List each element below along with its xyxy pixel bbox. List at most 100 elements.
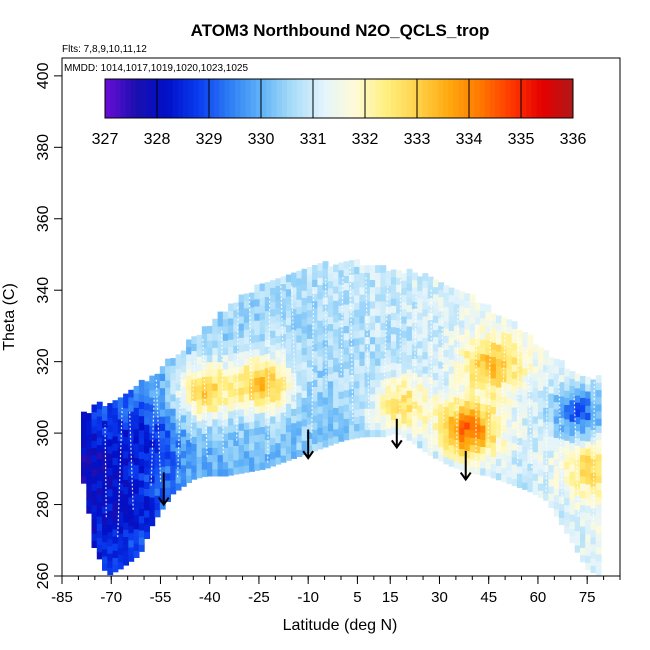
heatmap-cell: [506, 383, 513, 392]
heatmap-cell: [427, 412, 434, 421]
heatmap-cell: [438, 282, 445, 290]
heatmap-cell: [569, 535, 576, 544]
heatmap-cell: [369, 422, 376, 431]
heatmap-cell: [165, 444, 171, 452]
colorbar-swatch: [297, 79, 303, 118]
heatmap-cell: [144, 531, 150, 539]
heatmap-cell: [312, 407, 318, 416]
heatmap-cell: [464, 429, 471, 437]
heatmap-cell: [401, 387, 408, 396]
heatmap-cell: [133, 436, 140, 444]
heatmap-cell: [270, 444, 276, 453]
heatmap-cell: [343, 425, 350, 434]
colorbar-swatch: [162, 79, 168, 118]
heatmap-cell: [102, 441, 108, 450]
heatmap-cell: [564, 368, 571, 377]
flight-track-line: [413, 293, 417, 411]
heatmap-cell: [558, 446, 565, 454]
heatmap-cell: [159, 494, 166, 503]
heatmap-cell: [527, 484, 534, 493]
heatmap-cell: [254, 320, 261, 328]
heatmap-cell: [254, 427, 261, 436]
heatmap-cell: [490, 370, 497, 379]
heatmap-cell: [243, 315, 250, 323]
heatmap-cell: [459, 355, 466, 364]
heatmap-cell: [317, 377, 324, 386]
heatmap-cell: [144, 445, 150, 454]
heatmap-cell: [495, 344, 502, 352]
colorbar-swatch: [359, 79, 366, 118]
heatmap-cell: [149, 468, 156, 477]
heatmap-cell: [86, 463, 93, 471]
heatmap-cell: [511, 378, 518, 386]
heatmap-cell: [154, 402, 161, 411]
heatmap-cell: [128, 504, 135, 512]
heatmap-cell: [490, 356, 497, 365]
heatmap-cell: [243, 357, 250, 366]
heatmap-cell: [443, 335, 450, 343]
heatmap-cell: [170, 358, 177, 366]
heatmap-cell: [448, 387, 455, 396]
heatmap-cell: [301, 283, 308, 291]
heatmap-cell: [558, 367, 565, 376]
heatmap-cell: [322, 354, 329, 362]
heatmap-cell: [228, 346, 234, 355]
heatmap-cell: [112, 528, 119, 537]
heatmap-cell: [522, 467, 529, 476]
heatmap-cell: [138, 515, 145, 524]
heatmap-cell: [102, 541, 108, 550]
heatmap-cell: [338, 284, 345, 292]
heatmap-cell: [175, 390, 182, 398]
heatmap-cell: [343, 432, 350, 441]
heatmap-cell: [217, 340, 224, 348]
heatmap-cell: [201, 397, 208, 406]
heatmap-cell: [406, 304, 413, 313]
heatmap-cell: [417, 426, 424, 435]
heatmap-cell: [506, 419, 513, 427]
heatmap-cell: [548, 443, 555, 451]
heatmap-cell: [212, 404, 219, 413]
heatmap-cell: [469, 294, 476, 303]
heatmap-cell: [511, 356, 518, 365]
heatmap-cell: [159, 366, 166, 374]
heatmap-cell: [453, 411, 460, 419]
heatmap-cell: [217, 390, 224, 398]
heatmap-cell: [238, 423, 245, 431]
heatmap-cell: [81, 433, 87, 441]
heatmap-cell: [495, 444, 502, 452]
heatmap-cell: [343, 304, 350, 312]
colorbar-swatch: [318, 79, 324, 118]
heatmap-cell: [96, 494, 103, 503]
heatmap-cell: [385, 428, 392, 436]
flight-track-line: [349, 266, 354, 422]
heatmap-cell: [123, 393, 129, 402]
heatmap-cell: [180, 421, 187, 430]
heatmap-cell: [270, 344, 276, 353]
heatmap-cell: [506, 340, 513, 349]
heatmap-cell: [558, 510, 565, 518]
heatmap-cell: [243, 436, 250, 445]
heatmap-cell: [464, 314, 471, 323]
heatmap-cell: [369, 272, 376, 280]
heatmap-cell: [333, 436, 339, 444]
heatmap-cell: [527, 334, 534, 343]
heatmap-cell: [301, 297, 308, 306]
heatmap-cell: [322, 396, 329, 405]
heatmap-cell: [175, 475, 182, 484]
flight-track-line: [150, 396, 155, 486]
heatmap-cell: [186, 418, 192, 426]
heatmap-cell: [422, 308, 429, 317]
heatmap-cell: [564, 461, 571, 470]
heatmap-cell: [453, 375, 460, 383]
heatmap-cell: [422, 430, 429, 438]
heatmap-cell: [338, 341, 345, 349]
heatmap-cell: [133, 478, 140, 487]
heatmap-cell: [343, 396, 350, 405]
heatmap-cell: [501, 424, 508, 433]
heatmap-cell: [222, 397, 229, 406]
heatmap-cell: [553, 466, 560, 474]
heatmap-cell: [285, 424, 292, 433]
heatmap-cell: [406, 318, 413, 327]
heatmap-cell: [369, 329, 376, 338]
colorbar-tick-label: 328: [144, 131, 171, 148]
